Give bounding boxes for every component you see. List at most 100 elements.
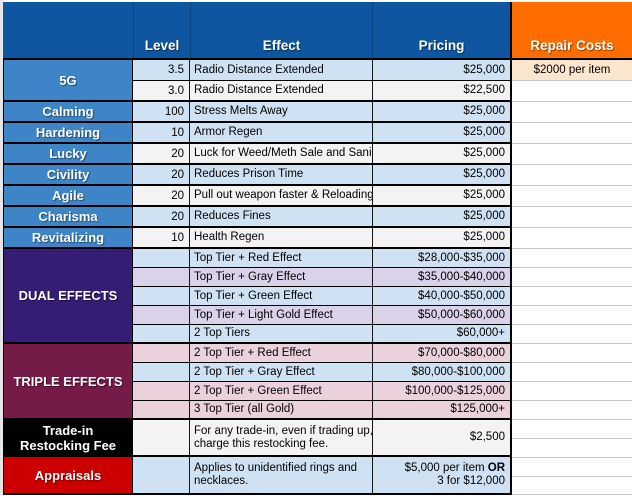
- level-cell[interactable]: 10: [133, 123, 190, 142]
- level-cell[interactable]: [133, 325, 190, 342]
- repair-cell[interactable]: [512, 325, 632, 344]
- effect-cell[interactable]: Top Tier + Light Gold Effect: [194, 308, 333, 321]
- level-cell[interactable]: [133, 306, 190, 324]
- effect-cell[interactable]: Pull out weapon faster & Reloading: [194, 189, 372, 201]
- pricing-cell[interactable]: $25,000: [372, 165, 510, 184]
- repair-cell[interactable]: [512, 477, 632, 495]
- pricing-cell[interactable]: $25,000: [372, 60, 510, 80]
- effect-cell[interactable]: 3 Top Tier (all Gold): [194, 403, 295, 415]
- pricing-cell[interactable]: $35,000-$40,000: [372, 268, 510, 286]
- level-cell[interactable]: [133, 268, 190, 286]
- repair-cell[interactable]: [512, 420, 632, 439]
- effect-cell[interactable]: Luck for Weed/Meth Sale and Sani: [194, 147, 372, 159]
- level-cell[interactable]: [133, 420, 190, 455]
- pricing-cell[interactable]: $60,000+: [372, 325, 510, 342]
- effect-cell[interactable]: Applies to unidentified rings and necklac…: [194, 462, 358, 487]
- section-label-trade-in-restocking-fee[interactable]: Trade-in Restocking Fee: [4, 420, 133, 455]
- pricing-cell[interactable]: $2,500: [372, 420, 510, 455]
- effect-cell[interactable]: Radio Distance Extended: [194, 84, 324, 96]
- pricing-cell[interactable]: $25,000: [372, 207, 510, 226]
- col-header-repair-costs[interactable]: Repair Costs: [512, 2, 632, 60]
- effect-cell[interactable]: 2 Top Tier + Green Effect: [194, 384, 322, 397]
- section-label-triple-effects[interactable]: TRIPLE EFFECTS: [4, 344, 133, 418]
- level-cell[interactable]: 3.0: [133, 81, 190, 100]
- effect-cell[interactable]: 2 Top Tiers: [194, 327, 251, 339]
- pricing-cell[interactable]: $5,000 per item OR 3 for $12,000: [372, 457, 510, 493]
- level-cell[interactable]: 20: [133, 144, 190, 163]
- repair-cell[interactable]: [512, 123, 632, 144]
- pricing-cell[interactable]: $25,000: [372, 123, 510, 142]
- effect-cell[interactable]: Top Tier + Green Effect: [194, 289, 313, 302]
- level-cell[interactable]: 20: [133, 165, 190, 184]
- level-cell[interactable]: [133, 382, 190, 400]
- section-label-charisma[interactable]: Charisma: [4, 207, 133, 226]
- pricing-cell[interactable]: $25,000: [372, 186, 510, 205]
- repair-cell[interactable]: [512, 102, 632, 123]
- repair-cell[interactable]: [512, 363, 632, 382]
- level-cell[interactable]: [133, 363, 190, 381]
- pricing-cell[interactable]: $28,000-$35,000: [372, 249, 510, 267]
- pricing-cell[interactable]: $70,000-$80,000: [372, 344, 510, 362]
- level-cell[interactable]: [133, 287, 190, 305]
- repair-cell[interactable]: [512, 306, 632, 325]
- repair-cell[interactable]: [512, 287, 632, 306]
- pricing-cell[interactable]: $22,500: [372, 81, 510, 100]
- effect-cell[interactable]: 2 Top Tier + Red Effect: [194, 346, 311, 359]
- pricing-cell[interactable]: $50,000-$60,000: [372, 306, 510, 324]
- repair-cell[interactable]: $2000 per item: [512, 60, 632, 81]
- pricing-cell[interactable]: $40,000-$50,000: [372, 287, 510, 305]
- repair-cell[interactable]: [512, 186, 632, 207]
- pricing-cell[interactable]: $25,000: [372, 102, 510, 121]
- repair-cell[interactable]: [512, 81, 632, 102]
- level-cell[interactable]: [133, 344, 190, 362]
- repair-cell[interactable]: [512, 249, 632, 268]
- repair-cell[interactable]: [512, 228, 632, 249]
- effect-cell[interactable]: Top Tier + Gray Effect: [194, 270, 306, 283]
- section-label-dual-effects[interactable]: DUAL EFFECTS: [4, 249, 133, 342]
- repair-cell[interactable]: [512, 268, 632, 287]
- effect-cell[interactable]: Reduces Prison Time: [194, 168, 304, 180]
- level-cell[interactable]: 3.5: [133, 60, 190, 80]
- col-header-pricing[interactable]: Pricing: [372, 2, 510, 58]
- level-cell[interactable]: [133, 401, 190, 418]
- pricing-cell[interactable]: $100,000-$125,000: [372, 382, 510, 400]
- repair-cell[interactable]: [512, 458, 632, 477]
- level-cell[interactable]: 10: [133, 228, 190, 247]
- repair-cell[interactable]: [512, 165, 632, 186]
- repair-cell[interactable]: [512, 401, 632, 420]
- col-header-effect[interactable]: Effect: [190, 2, 372, 58]
- pricing-cell[interactable]: $125,000+: [372, 401, 510, 418]
- repair-cell[interactable]: [512, 207, 632, 228]
- level-cell[interactable]: 20: [133, 186, 190, 205]
- section-label-5g[interactable]: 5G: [4, 60, 133, 100]
- effect-cell[interactable]: For any trade-in, even if trading up, cha…: [194, 424, 372, 450]
- section-label-lucky[interactable]: Lucky: [4, 144, 133, 163]
- effect-cell[interactable]: Radio Distance Extended: [194, 63, 324, 76]
- effect-cell[interactable]: 2 Top Tier + Gray Effect: [194, 365, 315, 378]
- effect-cell[interactable]: Armor Regen: [194, 126, 263, 138]
- pricing-cell[interactable]: $25,000: [372, 144, 510, 163]
- repair-cell[interactable]: [512, 382, 632, 401]
- effect-cell[interactable]: Health Regen: [194, 231, 265, 243]
- repair-cell[interactable]: [512, 144, 632, 165]
- repair-cell[interactable]: [512, 439, 632, 458]
- section-label-calming[interactable]: Calming: [4, 102, 133, 121]
- col-header-blank[interactable]: [3, 2, 133, 58]
- effect-cell[interactable]: Reduces Fines: [194, 210, 271, 222]
- section-label-hardening[interactable]: Hardening: [4, 123, 133, 142]
- section-label-revitalizing[interactable]: Revitalizing: [4, 228, 133, 247]
- level-cell[interactable]: 100: [133, 102, 190, 121]
- section-label-appraisals[interactable]: Appraisals: [4, 457, 133, 493]
- level-cell[interactable]: [133, 457, 190, 493]
- section-appraisals: Appraisals Applies to unidentified rings …: [3, 457, 510, 495]
- section-label-civility[interactable]: Civility: [4, 165, 133, 184]
- pricing-cell[interactable]: $80,000-$100,000: [372, 363, 510, 381]
- effect-cell[interactable]: Top Tier + Red Effect: [194, 251, 302, 264]
- level-cell[interactable]: [133, 249, 190, 267]
- pricing-cell[interactable]: $25,000: [372, 228, 510, 247]
- section-label-agile[interactable]: Agile: [4, 186, 133, 205]
- repair-cell[interactable]: [512, 344, 632, 363]
- col-header-level[interactable]: Level: [133, 2, 190, 58]
- level-cell[interactable]: 20: [133, 207, 190, 226]
- effect-cell[interactable]: Stress Melts Away: [194, 105, 288, 117]
